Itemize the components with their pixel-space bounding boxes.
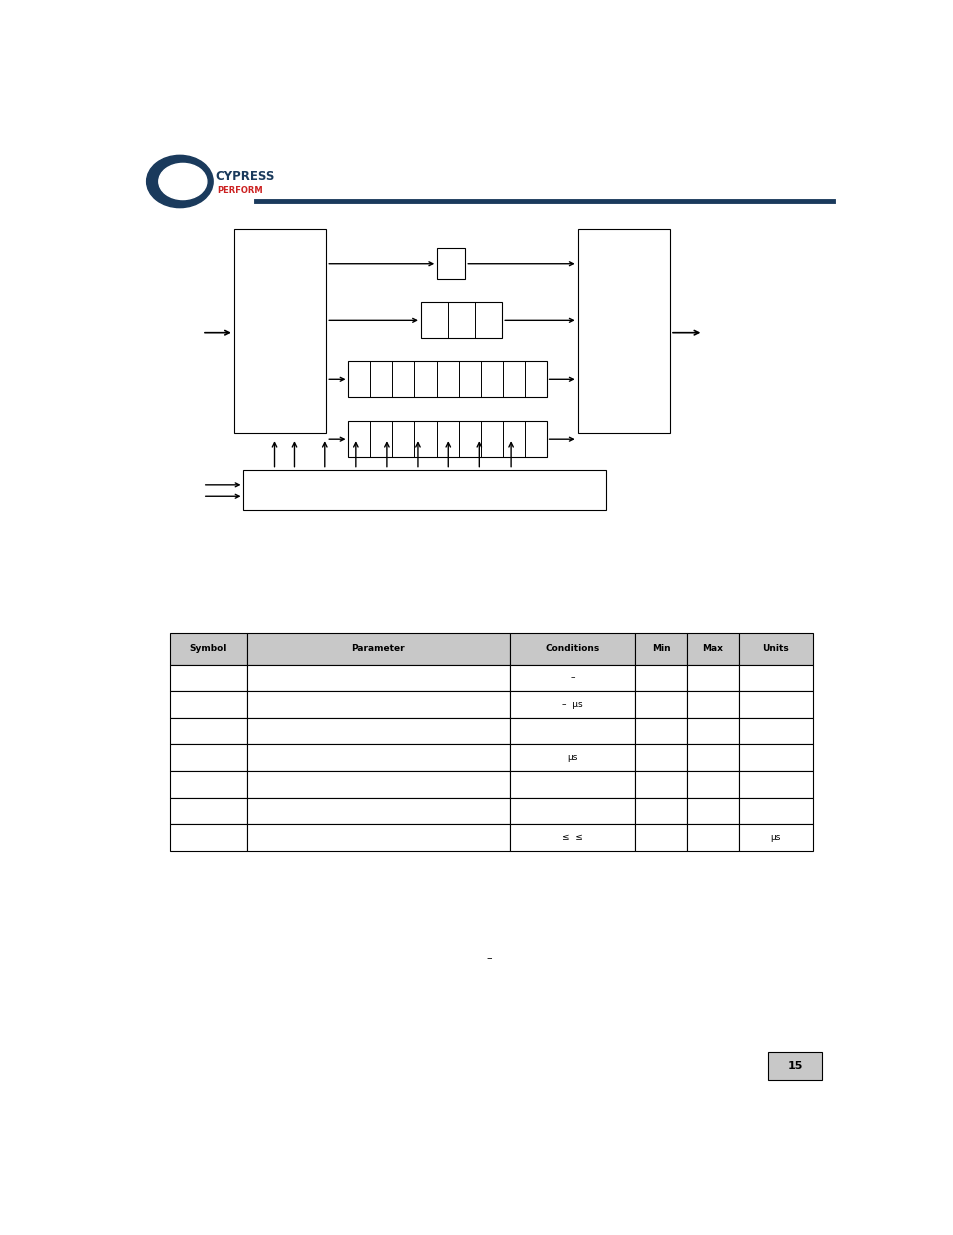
Bar	[247, 692, 509, 718]
Bar	[170, 664, 247, 692]
Bar	[348, 421, 546, 457]
Bar	[509, 798, 635, 824]
Bar	[577, 228, 669, 433]
Bar	[509, 692, 635, 718]
Bar	[686, 718, 738, 745]
Bar	[247, 798, 509, 824]
Text: PERFORM: PERFORM	[217, 185, 263, 195]
Bar	[170, 771, 247, 798]
Bar	[635, 634, 686, 664]
Text: ≤  ≤: ≤ ≤	[561, 834, 582, 842]
Bar	[247, 718, 509, 745]
Bar	[686, 634, 738, 664]
Bar	[635, 745, 686, 771]
Text: Units: Units	[761, 645, 788, 653]
Bar	[635, 798, 686, 824]
Text: –: –	[570, 673, 574, 683]
Bar	[509, 771, 635, 798]
Bar	[686, 745, 738, 771]
Bar	[635, 664, 686, 692]
Bar	[170, 824, 247, 851]
Bar	[509, 664, 635, 692]
Text: Max: Max	[701, 645, 722, 653]
Text: μs: μs	[770, 834, 781, 842]
Bar	[170, 798, 247, 824]
Bar	[635, 771, 686, 798]
Bar	[738, 664, 812, 692]
Bar	[247, 634, 509, 664]
Text: Parameter: Parameter	[352, 645, 405, 653]
Bar	[170, 634, 247, 664]
Text: Symbol: Symbol	[190, 645, 227, 653]
Bar	[233, 228, 326, 433]
Ellipse shape	[147, 156, 213, 207]
Bar	[738, 718, 812, 745]
Bar	[686, 692, 738, 718]
Bar	[170, 745, 247, 771]
Bar	[247, 745, 509, 771]
Text: –: –	[486, 953, 491, 963]
Bar	[686, 798, 738, 824]
Bar	[509, 634, 635, 664]
Bar	[247, 771, 509, 798]
Bar	[436, 248, 465, 279]
Bar	[738, 692, 812, 718]
Bar	[247, 664, 509, 692]
Text: 15: 15	[786, 1061, 801, 1071]
Bar	[247, 824, 509, 851]
Text: CYPRESS: CYPRESS	[215, 170, 274, 183]
Bar	[635, 692, 686, 718]
Bar	[767, 1052, 821, 1081]
Bar	[738, 634, 812, 664]
Bar	[509, 824, 635, 851]
Bar	[635, 718, 686, 745]
Bar	[170, 692, 247, 718]
Bar	[170, 718, 247, 745]
Bar	[738, 771, 812, 798]
Bar	[420, 303, 501, 338]
Bar	[686, 824, 738, 851]
Bar	[686, 664, 738, 692]
Ellipse shape	[158, 163, 207, 200]
Bar	[686, 771, 738, 798]
Bar	[635, 824, 686, 851]
Bar	[738, 798, 812, 824]
Bar	[348, 361, 546, 398]
Text: Conditions: Conditions	[545, 645, 599, 653]
Bar	[509, 718, 635, 745]
Text: μs: μs	[567, 753, 578, 762]
Text: –  μs: – μs	[561, 700, 582, 709]
Bar	[738, 824, 812, 851]
Bar	[738, 745, 812, 771]
Text: Min: Min	[651, 645, 670, 653]
Bar	[509, 745, 635, 771]
Bar	[243, 469, 605, 510]
